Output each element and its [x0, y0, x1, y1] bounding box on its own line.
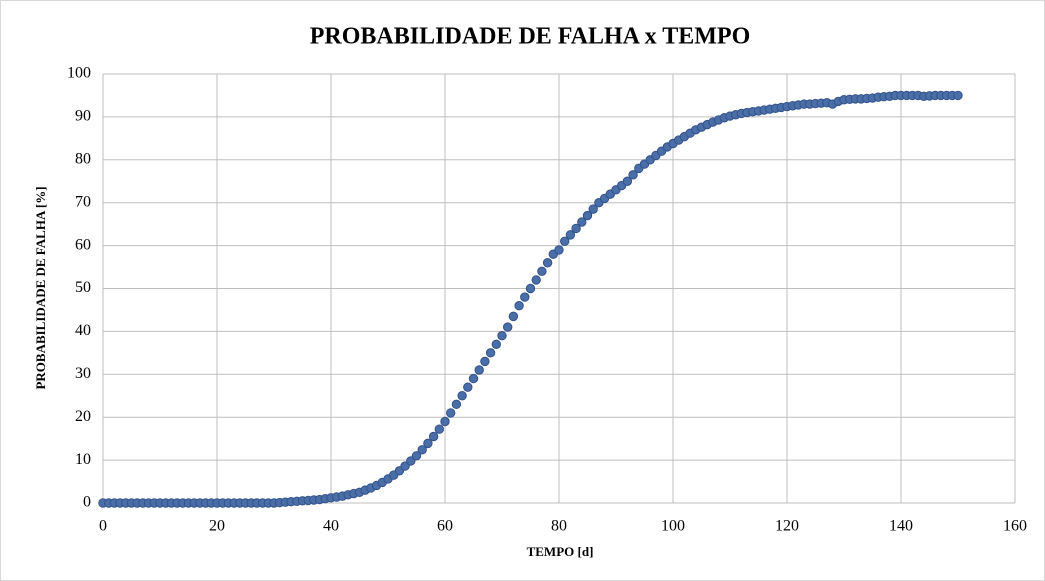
point: [417, 445, 427, 455]
point: [491, 339, 501, 349]
x-tick-label: 60: [437, 518, 453, 535]
y-tick-label: 100: [67, 65, 91, 82]
x-axis-label: TEMPO [d]: [527, 544, 594, 559]
x-tick-label: 120: [775, 518, 799, 535]
point: [451, 399, 462, 410]
point: [457, 391, 467, 401]
x-tick-label: 80: [551, 518, 567, 535]
y-tick-label: 30: [75, 365, 91, 382]
y-tick-label: 60: [75, 236, 91, 253]
point: [542, 258, 553, 268]
point: [508, 311, 519, 322]
y-tick-label: 50: [75, 279, 91, 296]
x-tick-label: 20: [209, 518, 225, 535]
y-tick-label: 80: [75, 150, 91, 167]
y-tick-label: 40: [75, 322, 91, 339]
point: [953, 90, 963, 101]
x-tick-label: 140: [889, 518, 913, 535]
point: [622, 176, 633, 186]
point: [497, 330, 507, 341]
chart-title: PROBABILIDADE DE FALHA x TEMPO: [310, 24, 751, 50]
point: [560, 236, 570, 247]
y-tick-label: 20: [75, 408, 91, 425]
y-tick-label: 70: [75, 193, 91, 210]
point: [480, 356, 490, 367]
y-axis-label: PROBABILIDADE DE FALHA [%]: [33, 186, 48, 389]
point: [440, 416, 450, 427]
point: [565, 230, 576, 240]
point: [428, 431, 439, 442]
point: [582, 210, 593, 221]
point: [571, 223, 581, 234]
point: [537, 266, 547, 277]
point: [474, 365, 484, 375]
point: [468, 373, 479, 384]
point: [406, 456, 416, 466]
point: [423, 438, 433, 449]
x-tick-label: 100: [661, 518, 685, 535]
point: [503, 322, 513, 332]
point: [446, 408, 456, 418]
point: [628, 170, 638, 180]
point: [514, 300, 524, 311]
y-tick-label: 10: [75, 451, 91, 468]
point: [588, 204, 598, 214]
x-tick-label: 40: [323, 518, 339, 535]
x-tick-label: 0: [99, 518, 107, 535]
point: [520, 292, 530, 302]
y-tick-label: 90: [75, 108, 91, 125]
point: [554, 245, 564, 255]
point: [525, 283, 536, 294]
point: [577, 217, 587, 227]
point: [411, 451, 422, 461]
point: [531, 275, 541, 285]
point: [434, 424, 444, 434]
point: [485, 348, 496, 358]
x-tick-label: 160: [1003, 518, 1027, 535]
point: [463, 382, 473, 392]
y-tick-label: 0: [83, 494, 91, 511]
point: [400, 461, 410, 471]
